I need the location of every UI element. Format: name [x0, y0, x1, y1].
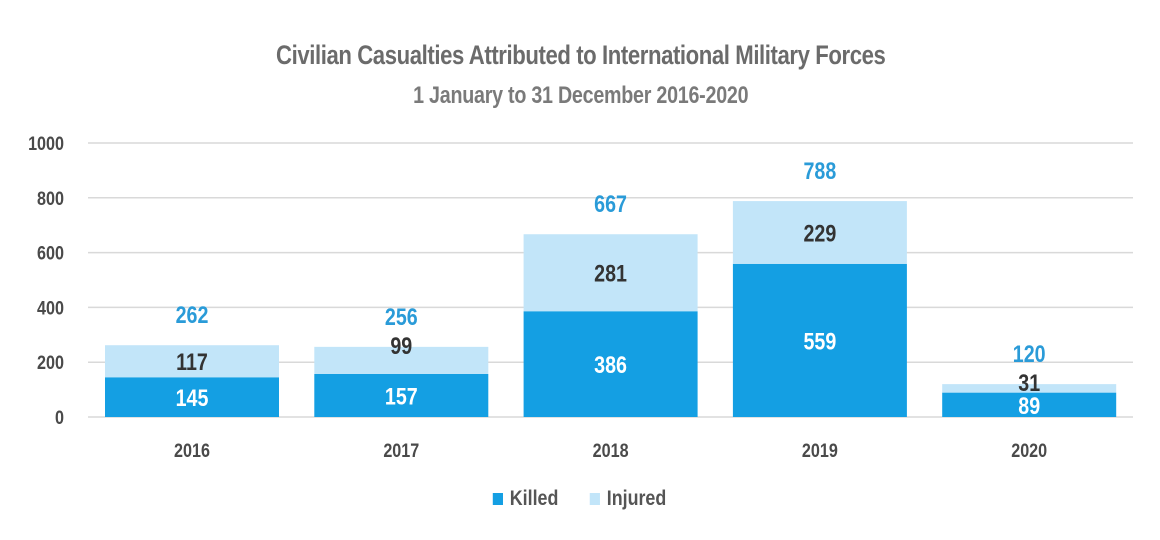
x-axis-ticks: 2016 2017 2018 2019 2020: [174, 440, 1047, 462]
data-label-injured-2018: 281: [594, 260, 627, 287]
legend-swatch-killed: [493, 493, 504, 505]
data-label-injured-2020: 31: [1018, 369, 1040, 396]
x-tick-label-2018: 2018: [593, 440, 629, 462]
total-label-2020: 120: [1013, 340, 1046, 367]
data-label-killed-2020: 89: [1018, 392, 1040, 419]
data-label-injured-2017: 99: [390, 332, 412, 359]
bar-injured-2019[interactable]: [732, 201, 907, 264]
total-label-2018: 667: [594, 190, 627, 217]
bar-injured-2020[interactable]: [942, 384, 1117, 393]
bar-group-2018: 386 281 667: [523, 190, 698, 417]
chart-title: Civilian Casualties Attributed to Intern…: [276, 40, 886, 70]
y-tick-label-200: 200: [37, 352, 64, 374]
data-label-injured-2019: 229: [803, 220, 836, 247]
y-tick-label-600: 600: [37, 242, 64, 264]
y-tick-label-1000: 1000: [28, 133, 64, 155]
legend: Killed Injured: [0, 487, 1160, 511]
bar-killed-2016[interactable]: [105, 377, 279, 417]
y-tick-label-800: 800: [37, 188, 64, 210]
bar-killed-2019[interactable]: [732, 263, 907, 417]
total-label-2019: 788: [803, 157, 836, 184]
legend-label-injured: Injured: [606, 487, 666, 510]
bar-injured-2017[interactable]: [314, 346, 489, 374]
bar-injured-2018[interactable]: [523, 234, 698, 312]
chart-subtitle: 1 January to 31 December 2016-2020: [413, 82, 749, 109]
legend-swatch-injured: [589, 493, 600, 505]
legend-label-killed: Killed: [510, 487, 559, 510]
data-label-killed-2016: 145: [176, 384, 209, 411]
y-axis-ticks: 0 200 400 600 800 1000: [28, 133, 64, 429]
x-tick-label-2017: 2017: [383, 440, 419, 462]
y-tick-label-400: 400: [37, 297, 64, 319]
total-label-2017: 256: [385, 303, 418, 330]
bar-group-2016: 145 117 262: [105, 301, 279, 417]
data-label-killed-2019: 559: [803, 328, 836, 355]
legend-item-injured[interactable]: Injured: [589, 487, 666, 511]
bar-killed-2018[interactable]: [523, 311, 698, 417]
data-label-killed-2018: 386: [594, 351, 627, 378]
x-tick-label-2016: 2016: [174, 440, 210, 462]
data-label-killed-2017: 157: [385, 383, 418, 410]
total-label-2016: 262: [176, 301, 209, 328]
y-tick-label-0: 0: [55, 407, 64, 429]
x-tick-label-2020: 2020: [1011, 440, 1047, 462]
bar-injured-2016[interactable]: [105, 345, 279, 378]
bar-killed-2020[interactable]: [942, 392, 1117, 417]
bars: 1451172621579925638628166755922978889311…: [105, 157, 1117, 419]
bar-group-2019: 559 229 788: [732, 157, 907, 417]
bar-killed-2017[interactable]: [314, 373, 489, 417]
data-label-injured-2016: 117: [176, 348, 208, 375]
legend-item-killed[interactable]: Killed: [493, 487, 559, 511]
x-tick-label-2019: 2019: [802, 440, 838, 462]
